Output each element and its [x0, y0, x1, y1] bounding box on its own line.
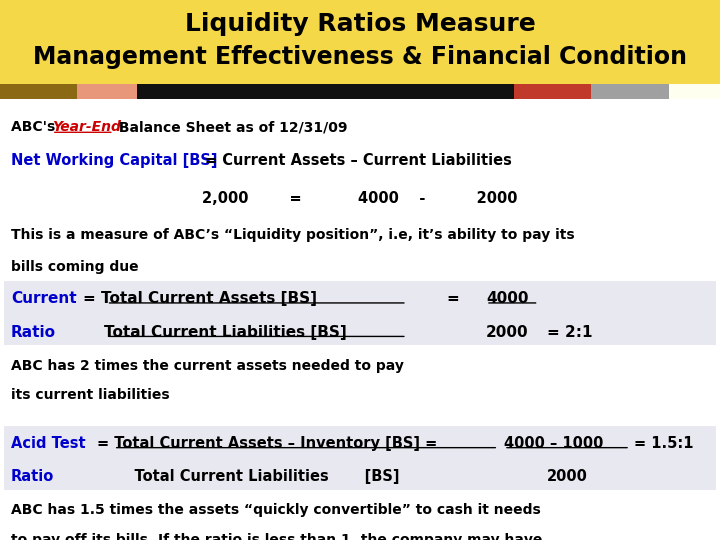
Text: = 2:1: = 2:1 [547, 325, 593, 340]
Text: Total Current Liabilities [BS]: Total Current Liabilities [BS] [83, 325, 346, 340]
FancyBboxPatch shape [591, 84, 669, 99]
Text: 2000: 2000 [547, 469, 588, 484]
FancyBboxPatch shape [77, 84, 137, 99]
FancyBboxPatch shape [669, 84, 720, 99]
Text: Liquidity Ratios Measure: Liquidity Ratios Measure [184, 12, 536, 36]
Text: Management Effectiveness & Financial Condition: Management Effectiveness & Financial Con… [33, 45, 687, 69]
Text: 4000 – 1000: 4000 – 1000 [504, 436, 603, 451]
FancyBboxPatch shape [325, 84, 514, 99]
Text: = 1.5:1: = 1.5:1 [634, 436, 693, 451]
FancyBboxPatch shape [4, 281, 716, 345]
Text: = Total Current Assets [BS]: = Total Current Assets [BS] [83, 291, 317, 306]
Text: This is a measure of ABC’s “Liquidity position”, i.e, it’s ability to pay its: This is a measure of ABC’s “Liquidity po… [11, 228, 575, 242]
FancyBboxPatch shape [137, 84, 325, 99]
Text: ABC has 2 times the current assets needed to pay: ABC has 2 times the current assets neede… [11, 359, 404, 373]
Text: 4000: 4000 [486, 291, 528, 306]
Text: Total Current Liabilities       [BS]: Total Current Liabilities [BS] [114, 469, 400, 484]
Text: =: = [446, 291, 459, 306]
Text: Acid Test: Acid Test [11, 436, 86, 451]
Text: 2,000        =           4000    -          2000: 2,000 = 4000 - 2000 [202, 191, 518, 206]
FancyBboxPatch shape [514, 84, 591, 99]
Text: to pay off its bills. If the ratio is less than 1, the company may have: to pay off its bills. If the ratio is le… [11, 533, 542, 540]
Text: = Total Current Assets – Inventory [BS] =: = Total Current Assets – Inventory [BS] … [97, 436, 438, 451]
Text: = Current Assets – Current Liabilities: = Current Assets – Current Liabilities [205, 153, 512, 168]
FancyBboxPatch shape [0, 0, 720, 84]
FancyBboxPatch shape [0, 99, 720, 540]
Text: its current liabilities: its current liabilities [11, 388, 169, 402]
Text: ABC's: ABC's [11, 120, 60, 134]
FancyBboxPatch shape [0, 84, 77, 99]
Text: 2000: 2000 [486, 325, 528, 340]
Text: Year-End: Year-End [52, 120, 121, 134]
Text: Current: Current [11, 291, 76, 306]
Text: Ratio: Ratio [11, 469, 54, 484]
Text: Net Working Capital [BS]: Net Working Capital [BS] [11, 153, 217, 168]
Text: Balance Sheet as of 12/31/09: Balance Sheet as of 12/31/09 [114, 120, 347, 134]
Text: Ratio: Ratio [11, 325, 56, 340]
FancyBboxPatch shape [4, 426, 716, 490]
Text: bills coming due: bills coming due [11, 260, 138, 274]
Text: ABC has 1.5 times the assets “quickly convertible” to cash it needs: ABC has 1.5 times the assets “quickly co… [11, 503, 541, 517]
